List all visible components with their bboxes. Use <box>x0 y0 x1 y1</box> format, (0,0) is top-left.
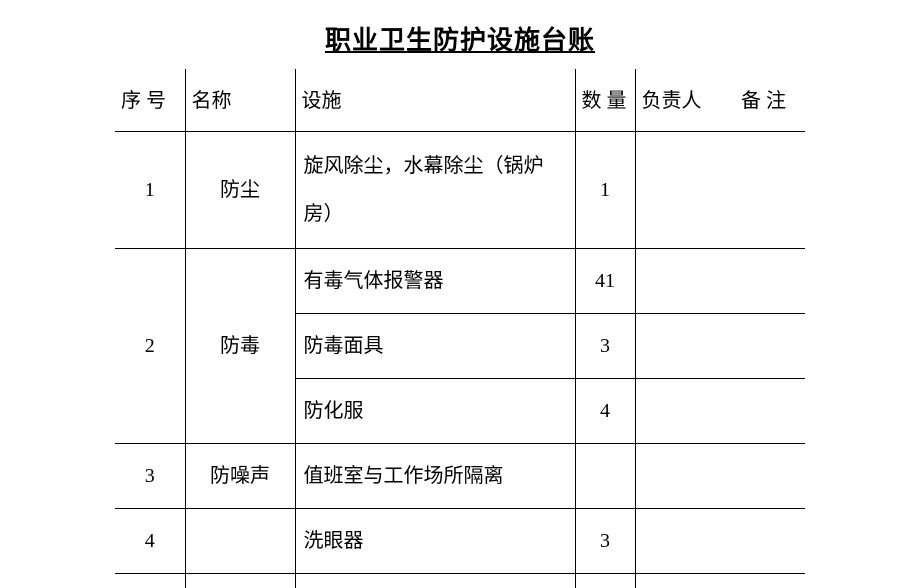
cell-seq: 2 <box>115 249 185 444</box>
cell-remark <box>735 132 805 249</box>
document-title: 职业卫生防护设施台账 <box>325 20 595 57</box>
column-header-qty: 数 量 <box>575 69 635 132</box>
cell-seq: 1 <box>115 132 185 249</box>
cell-qty: 41 <box>575 249 635 314</box>
cell-qty: 4 <box>575 379 635 444</box>
cell-person <box>635 444 735 509</box>
cell-remark <box>735 314 805 379</box>
column-header-remark: 备 注 <box>735 69 805 132</box>
column-header-facility: 设施 <box>295 69 575 132</box>
column-header-name: 名称 <box>185 69 295 132</box>
cell-remark <box>735 444 805 509</box>
cell-facility: 防化服 <box>295 379 575 444</box>
table-body: 1 防尘 旋风除尘，水幕除尘（锅炉房） 1 2 防毒 有毒气体报警器 41 防毒… <box>115 132 805 588</box>
table-row: 3 防噪声 值班室与工作场所隔离 <box>115 444 805 509</box>
cell-name: 防毒 <box>185 249 295 444</box>
cell-remark <box>735 249 805 314</box>
cell-qty <box>575 444 635 509</box>
table-row: 2 防毒 有毒气体报警器 41 <box>115 249 805 314</box>
cell-name <box>185 574 295 588</box>
table-row: 4 洗眼器 3 <box>115 509 805 574</box>
cell-person <box>635 574 735 588</box>
cell-seq: 4 <box>115 509 185 574</box>
document-container: 职业卫生防护设施台账 序 号 名称 设施 数 量 负责人 备 注 1 防尘 <box>0 20 920 588</box>
cell-remark <box>735 379 805 444</box>
cell-name <box>185 509 295 574</box>
column-header-person: 负责人 <box>635 69 735 132</box>
cell-facility: 防毒面具 <box>295 314 575 379</box>
cell-person <box>635 379 735 444</box>
cell-facility: 洗眼器 <box>295 509 575 574</box>
cell-qty: 3 <box>575 509 635 574</box>
cell-facility: 值班室与工作场所隔离 <box>295 444 575 509</box>
cell-person <box>635 132 735 249</box>
cell-person <box>635 249 735 314</box>
cell-name: 防噪声 <box>185 444 295 509</box>
table-header-row: 序 号 名称 设施 数 量 负责人 备 注 <box>115 69 805 132</box>
cell-seq <box>115 574 185 588</box>
cell-person <box>635 314 735 379</box>
cell-qty: 3 <box>575 314 635 379</box>
cell-qty: 1 <box>575 132 635 249</box>
facility-ledger-table: 序 号 名称 设施 数 量 负责人 备 注 1 防尘 旋风除尘，水幕除尘（锅炉房… <box>115 69 805 588</box>
cell-remark <box>735 574 805 588</box>
cell-facility <box>295 574 575 588</box>
cell-facility: 旋风除尘，水幕除尘（锅炉房） <box>295 132 575 249</box>
cell-remark <box>735 509 805 574</box>
cell-qty <box>575 574 635 588</box>
table-row: 1 防尘 旋风除尘，水幕除尘（锅炉房） 1 <box>115 132 805 249</box>
cell-person <box>635 509 735 574</box>
cell-seq: 3 <box>115 444 185 509</box>
column-header-seq: 序 号 <box>115 69 185 132</box>
table-row-partial <box>115 574 805 588</box>
cell-name: 防尘 <box>185 132 295 249</box>
cell-facility: 有毒气体报警器 <box>295 249 575 314</box>
